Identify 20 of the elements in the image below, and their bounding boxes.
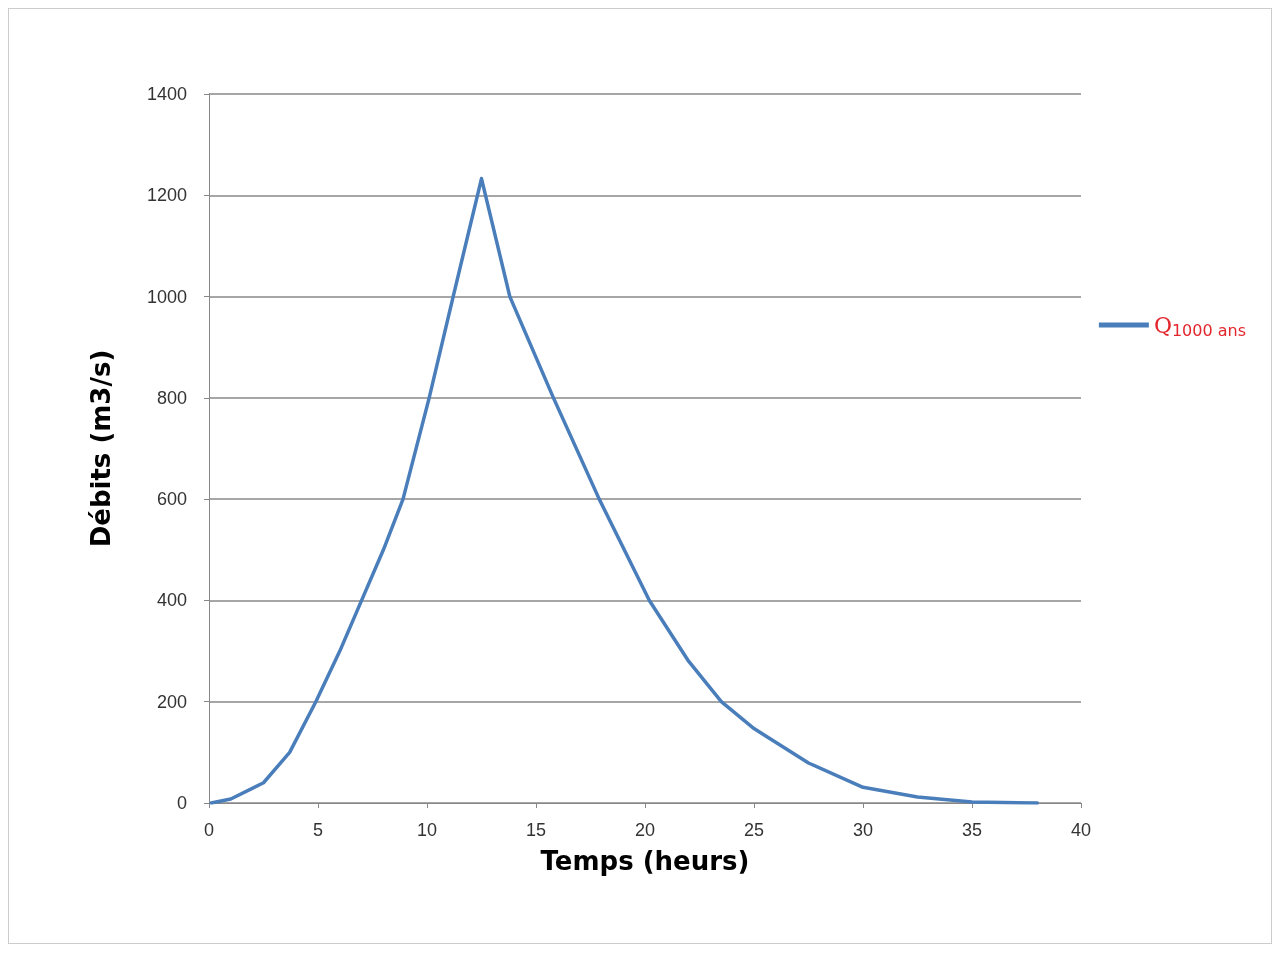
x-tick-label: 0	[203, 820, 215, 840]
x-axis-title: Temps (heurs)	[540, 846, 750, 876]
y-tick-label: 600	[156, 489, 187, 510]
x-tick-label: 20	[634, 820, 656, 840]
y-tick-label: 1000	[146, 286, 187, 307]
x-tick-label: 15	[525, 820, 547, 840]
x-tick-label: 5	[312, 820, 324, 840]
x-tick-label: 40	[1070, 820, 1092, 840]
y-tick-label: 1400	[146, 84, 187, 104]
y-tick-label: 400	[156, 590, 187, 611]
x-tick-label: 10	[416, 820, 438, 840]
x-tick-label: 25	[743, 820, 765, 840]
y-tick-label: 800	[156, 387, 187, 408]
y-axis-title: Débits (m3/s)	[86, 349, 116, 548]
line-series	[209, 176, 1040, 805]
x-tick-label: 30	[852, 820, 874, 840]
y-tick-label: 200	[156, 691, 187, 712]
y-tick-label: 1200	[146, 185, 187, 206]
y-tick-label: 0	[176, 793, 187, 813]
x-tick-label: 35	[961, 820, 983, 840]
